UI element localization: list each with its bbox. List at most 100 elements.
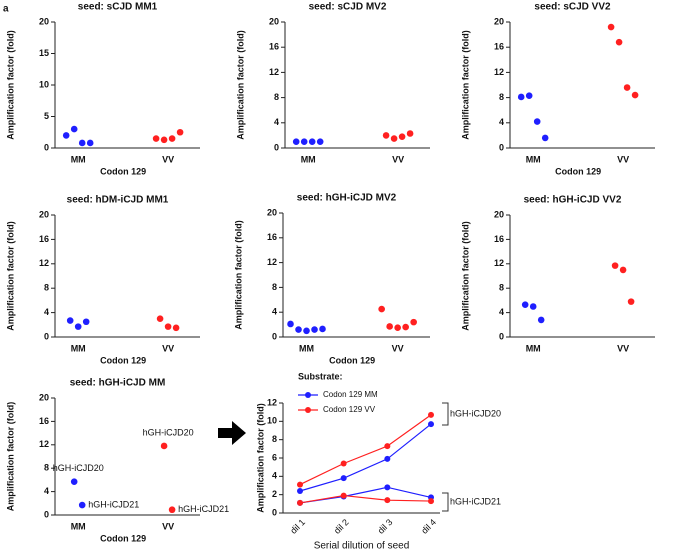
- y-tick-label: 0: [44, 509, 49, 519]
- y-axis-label: Amplification factor (fold): [235, 30, 245, 140]
- arrow: [218, 421, 246, 445]
- data-point: [164, 323, 172, 330]
- data-point: [340, 475, 347, 482]
- data-point: [402, 323, 409, 331]
- data-point: [521, 301, 529, 308]
- data-point: [631, 91, 639, 99]
- y-tick-label: 4: [499, 307, 504, 317]
- data-point: [611, 262, 619, 269]
- x-tick-label: dil 2: [332, 517, 351, 536]
- y-tick-label: 10: [39, 79, 49, 89]
- data-point: [156, 315, 164, 323]
- data-point: [410, 318, 417, 326]
- data-point: [541, 134, 549, 142]
- data-point: [529, 303, 537, 310]
- y-axis-label: Amplification factor (fold): [460, 30, 470, 140]
- x-axis-label: Codon 129: [555, 166, 601, 176]
- y-tick-label: 15: [39, 48, 49, 58]
- y-tick-label: 0: [499, 142, 504, 152]
- x-axis-label: Codon 129: [100, 355, 146, 365]
- chart-title: seed: hGH-iCJD MV2: [297, 193, 397, 204]
- x-tick-label: VV: [617, 343, 629, 353]
- data-point: [533, 118, 541, 125]
- y-tick-label: 12: [267, 257, 277, 267]
- x-tick-label: VV: [392, 154, 404, 164]
- y-tick-label: 20: [39, 16, 49, 26]
- series-line: [299, 494, 432, 504]
- y-tick-label: 4: [274, 117, 279, 127]
- x-tick-label: VV: [617, 154, 629, 164]
- x-tick-label: VV: [162, 154, 174, 164]
- data-point: [316, 138, 324, 145]
- data-point: [390, 135, 398, 142]
- y-axis-label: Amplification factor (fold): [460, 221, 470, 331]
- data-point: [74, 323, 82, 330]
- chart-title: seed: hGH-iCJD VV2: [524, 195, 622, 206]
- data-point: [517, 93, 525, 101]
- y-tick-label: 16: [39, 416, 49, 426]
- brackets: [442, 402, 449, 512]
- data-point: [82, 318, 90, 326]
- y-tick-label: 20: [494, 209, 504, 219]
- data-point: [303, 327, 310, 335]
- y-axis-label: Amplification factor (fold): [5, 221, 15, 331]
- x-tick-label: MM: [71, 521, 86, 531]
- x-axis-label: Codon 129: [100, 533, 146, 543]
- data-point: [384, 443, 391, 450]
- y-tick-label: 12: [39, 439, 49, 449]
- x-tick-label: MM: [526, 343, 541, 353]
- y-tick-label: 16: [494, 234, 504, 244]
- y-tick-label: 20: [494, 16, 504, 26]
- data-point: [78, 501, 86, 509]
- y-tick-label: 4: [44, 307, 49, 317]
- point-label: hGH-iCJD20: [143, 427, 194, 437]
- data-point: [619, 266, 627, 274]
- data-point: [300, 138, 308, 145]
- data-point: [386, 323, 393, 330]
- y-tick-label: 20: [267, 207, 277, 217]
- data-point: [86, 139, 94, 147]
- y-tick-label: 0: [272, 331, 277, 341]
- data-point: [382, 132, 390, 139]
- point-label: hGH-iCJD20: [53, 463, 104, 473]
- data-point: [607, 23, 615, 31]
- x-tick-label: VV: [162, 343, 174, 353]
- y-tick-label: 8: [274, 92, 279, 102]
- y-axis-label: Amplification factor (fold): [5, 402, 15, 512]
- x-tick-label: MM: [71, 154, 86, 164]
- y-tick-label: 12: [494, 67, 504, 77]
- y-axis-label: Amplification factor (fold): [5, 30, 15, 140]
- chart-title: Substrate:: [298, 371, 343, 381]
- annotation: hGH-iCJD20: [450, 408, 501, 418]
- chart-title: seed: hDM-iCJD MM1: [67, 195, 169, 206]
- data-point: [340, 492, 347, 499]
- data-point: [70, 478, 78, 485]
- data-point: [340, 460, 347, 467]
- data-point: [406, 130, 414, 137]
- data-point: [428, 498, 434, 505]
- panel-label: a: [3, 4, 9, 15]
- data-point: [428, 421, 434, 428]
- y-tick-label: 8: [499, 92, 504, 102]
- data-point: [297, 481, 303, 488]
- x-axis-label: Serial dilution of seed: [314, 541, 410, 550]
- y-tick-label: 8: [272, 282, 277, 292]
- x-tick-label: MM: [71, 343, 86, 353]
- data-point: [160, 136, 168, 144]
- data-point: [525, 92, 533, 100]
- legend-label: Codon 129 MM: [323, 390, 378, 399]
- point-label: hGH-iCJD21: [88, 499, 139, 509]
- series-line: [299, 423, 432, 492]
- data-point: [297, 499, 303, 506]
- data-point: [319, 325, 326, 333]
- y-tick-label: 6: [272, 452, 277, 462]
- y-tick-label: 8: [272, 434, 277, 444]
- y-tick-label: 16: [494, 42, 504, 52]
- data-point: [66, 317, 74, 324]
- chart-title: seed: sCJD VV2: [534, 2, 611, 13]
- x-tick-label: VV: [392, 343, 404, 353]
- y-tick-label: 4: [272, 307, 277, 317]
- y-tick-label: 0: [272, 507, 277, 517]
- y-tick-label: 10: [267, 416, 277, 426]
- x-tick-label: dil 1: [288, 517, 307, 536]
